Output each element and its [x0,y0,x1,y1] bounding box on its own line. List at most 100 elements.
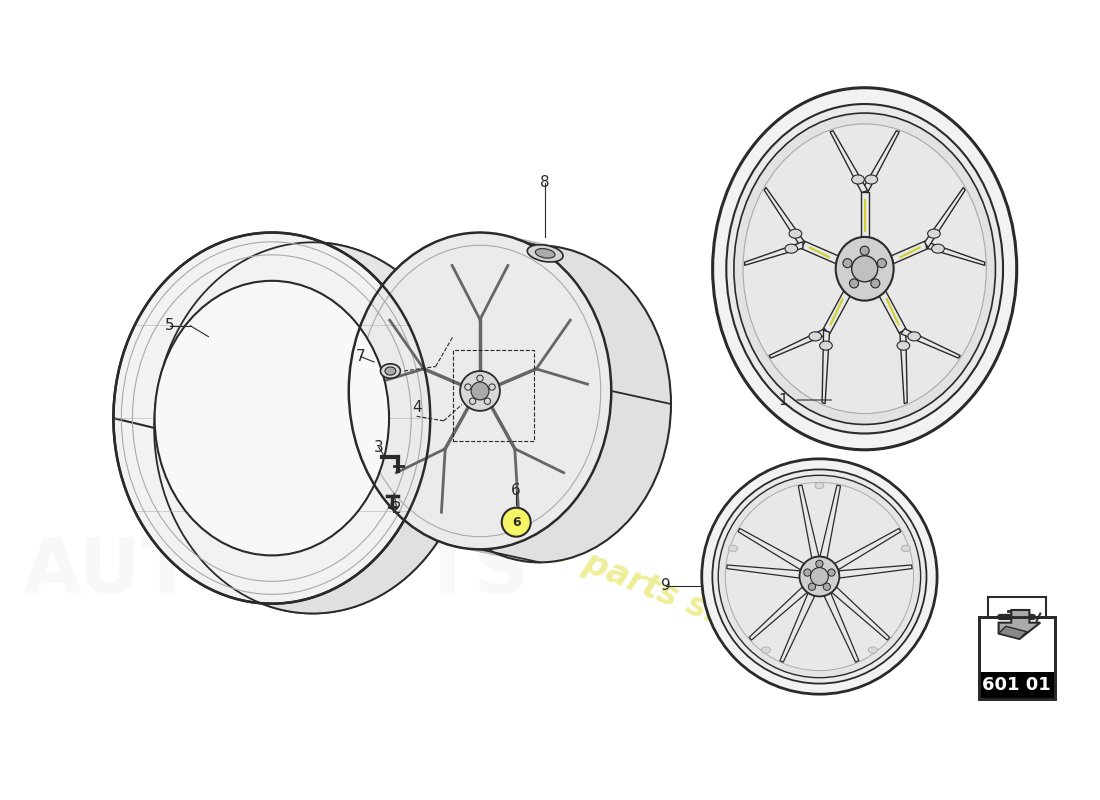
Bar [979,618,1055,698]
Ellipse shape [113,233,430,604]
Circle shape [718,475,921,678]
Circle shape [725,482,913,670]
Polygon shape [802,241,838,264]
Polygon shape [749,587,807,640]
Circle shape [823,583,830,590]
Circle shape [849,279,859,288]
Circle shape [860,246,869,255]
Polygon shape [113,233,471,428]
Polygon shape [824,594,859,662]
Polygon shape [113,418,471,614]
Text: 6: 6 [512,516,520,529]
Polygon shape [830,131,868,193]
Ellipse shape [908,332,921,341]
Ellipse shape [901,546,911,551]
Polygon shape [769,329,828,358]
Ellipse shape [932,244,945,253]
Polygon shape [860,191,869,240]
Ellipse shape [789,229,802,238]
Ellipse shape [154,242,471,614]
Text: 8: 8 [540,175,550,190]
Polygon shape [900,330,908,404]
Bar [979,618,1055,698]
Bar [988,598,1046,637]
Text: a passion for parts since 1985: a passion for parts since 1985 [342,450,881,694]
Circle shape [488,384,495,390]
Ellipse shape [385,367,396,375]
Text: 3: 3 [374,439,384,454]
Ellipse shape [851,175,865,184]
Ellipse shape [536,249,556,258]
Polygon shape [822,330,829,404]
Polygon shape [835,529,901,570]
Circle shape [800,557,839,597]
Polygon shape [738,529,804,570]
Ellipse shape [927,229,940,238]
Ellipse shape [836,237,893,301]
Circle shape [476,375,483,382]
Circle shape [808,583,815,590]
Circle shape [804,569,811,576]
Circle shape [878,258,887,268]
Ellipse shape [808,332,822,341]
Polygon shape [901,329,960,358]
Ellipse shape [820,341,833,350]
Ellipse shape [726,104,1003,434]
Polygon shape [999,626,1026,639]
Ellipse shape [408,246,671,562]
Ellipse shape [713,88,1016,450]
Polygon shape [745,242,803,266]
Ellipse shape [728,546,737,551]
Circle shape [816,560,823,567]
Circle shape [502,508,530,537]
Ellipse shape [815,482,824,489]
Polygon shape [861,131,900,193]
Polygon shape [926,242,984,266]
Ellipse shape [785,244,798,253]
Text: 7: 7 [355,349,365,364]
Text: 2: 2 [392,501,402,516]
Ellipse shape [349,233,612,550]
Circle shape [471,382,490,400]
Ellipse shape [898,341,910,350]
Circle shape [460,371,499,411]
Text: 4: 4 [411,400,421,414]
Ellipse shape [761,647,770,654]
Polygon shape [820,485,840,558]
Polygon shape [832,587,890,640]
Polygon shape [839,565,912,578]
Ellipse shape [742,124,987,414]
Polygon shape [999,610,1041,639]
Ellipse shape [865,175,878,184]
Circle shape [713,470,926,683]
Circle shape [851,256,878,282]
Polygon shape [879,290,906,334]
Circle shape [484,398,491,404]
Polygon shape [799,485,818,558]
Ellipse shape [381,364,400,378]
Ellipse shape [734,113,996,425]
Polygon shape [925,187,965,247]
Circle shape [470,398,475,404]
Polygon shape [727,565,800,578]
Polygon shape [823,290,851,334]
Text: 9: 9 [661,578,670,593]
Polygon shape [764,187,805,247]
Text: 601 01: 601 01 [982,676,1052,694]
Circle shape [843,258,852,268]
Text: 1: 1 [779,393,788,407]
Circle shape [465,384,471,390]
Ellipse shape [155,281,389,555]
Circle shape [811,567,828,586]
Bar [979,671,1055,698]
Text: 6: 6 [512,483,521,498]
Circle shape [702,459,937,694]
Text: 5: 5 [165,318,175,334]
Polygon shape [891,241,927,264]
Polygon shape [780,594,815,662]
Ellipse shape [868,647,878,654]
Ellipse shape [527,245,563,262]
Circle shape [871,279,880,288]
Circle shape [828,569,835,576]
Text: AUTOPAPTS: AUTOPAPTS [23,535,530,609]
